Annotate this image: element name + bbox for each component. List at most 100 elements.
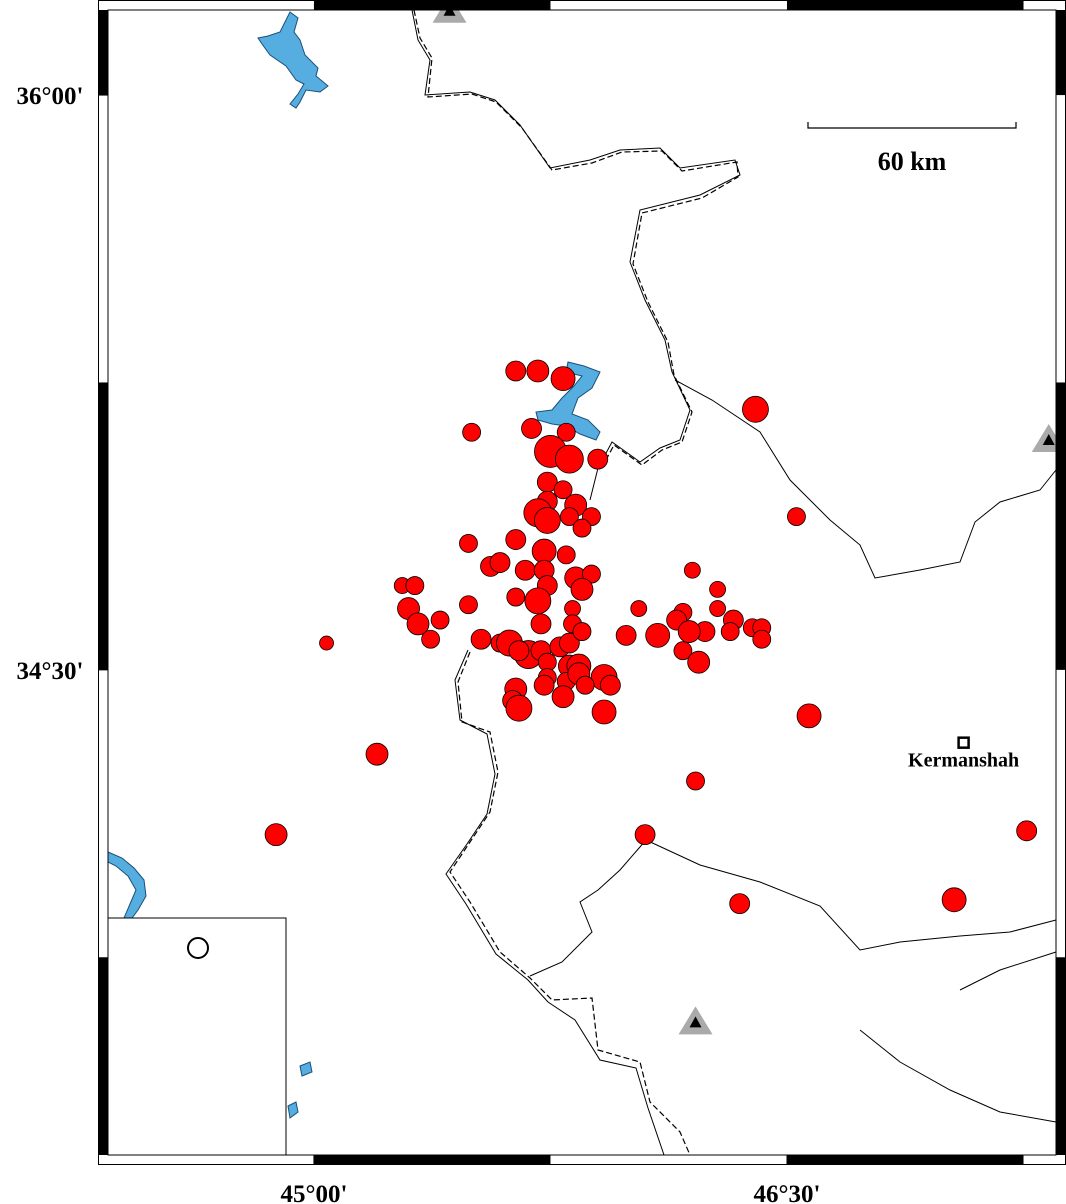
event: [570, 577, 594, 601]
event: [526, 359, 550, 383]
frame-bar: [313, 0, 551, 10]
frame-bar: [313, 1155, 551, 1165]
border: [529, 839, 647, 977]
border: [959, 951, 1057, 991]
frame-bar: [786, 0, 1024, 10]
event: [505, 360, 527, 382]
event: [787, 507, 806, 526]
lake: [287, 1101, 299, 1119]
event: [550, 366, 576, 392]
frame-bar: [98, 10, 108, 96]
event: [531, 538, 557, 564]
border: [859, 1029, 1057, 1123]
legend-circle: [187, 937, 209, 959]
city-marker: [957, 736, 970, 749]
event: [572, 518, 592, 538]
event: [505, 694, 533, 722]
border-dashed: [449, 651, 691, 1156]
border: [445, 649, 665, 1156]
event: [530, 613, 552, 635]
event: [599, 674, 621, 696]
event: [709, 600, 727, 617]
event: [365, 742, 389, 766]
y-tick-label: 36°00': [17, 83, 84, 110]
geography: [107, 9, 1057, 1156]
station-core: [689, 1016, 702, 1028]
event: [459, 534, 478, 553]
event: [556, 422, 576, 442]
event: [505, 529, 527, 550]
frame-bar: [1056, 10, 1066, 96]
event: [575, 675, 595, 695]
event: [470, 628, 492, 650]
event: [430, 610, 450, 630]
scale-bar: 60 km: [807, 122, 1017, 176]
event: [508, 640, 530, 662]
event: [564, 600, 581, 617]
lake: [299, 1061, 313, 1077]
station-core: [1042, 433, 1055, 445]
event: [1016, 820, 1038, 842]
event: [634, 824, 656, 846]
event: [554, 444, 584, 474]
event: [742, 395, 769, 423]
frame-bar: [1056, 957, 1066, 1155]
event: [587, 448, 609, 470]
event: [506, 587, 526, 607]
events: Kermanshah: [264, 0, 1066, 1035]
event: [521, 418, 542, 439]
event: [558, 632, 580, 654]
scale-line: [807, 122, 1017, 129]
event: [796, 703, 822, 729]
event: [524, 587, 552, 615]
event: [405, 576, 425, 595]
event: [462, 422, 482, 442]
inset-box: [107, 917, 287, 1156]
event: [630, 600, 648, 617]
border: [411, 9, 741, 501]
event: [683, 561, 701, 579]
event: [533, 507, 561, 534]
frame-bar: [1056, 382, 1066, 670]
event: [459, 595, 478, 615]
border: [674, 379, 1057, 579]
event: [556, 545, 576, 565]
event: [553, 480, 573, 500]
event: [709, 580, 727, 598]
event: [645, 622, 671, 648]
frame-bar: [98, 957, 108, 1155]
frame-bar: [98, 382, 108, 670]
event: [264, 823, 288, 847]
border: [645, 839, 1057, 951]
y-tick-label: 34°30': [17, 658, 84, 685]
event: [533, 674, 555, 696]
event: [319, 635, 334, 651]
event: [489, 552, 511, 573]
event: [406, 612, 430, 636]
event: [752, 629, 772, 649]
event: [514, 559, 536, 581]
border-dashed: [413, 9, 739, 472]
event: [551, 685, 575, 709]
event: [615, 624, 637, 646]
city-label: Kermanshah: [908, 750, 1019, 772]
frame-bar: [786, 1155, 1024, 1165]
event: [591, 699, 617, 725]
event: [720, 622, 740, 641]
x-tick-label: 46°30': [754, 1181, 821, 1204]
event: [941, 887, 967, 913]
scale-label: 60 km: [878, 147, 947, 176]
event: [687, 650, 711, 674]
event: [673, 641, 693, 661]
event: [559, 507, 579, 526]
event: [421, 629, 441, 649]
lake: [257, 11, 329, 109]
event: [677, 620, 701, 643]
event: [729, 893, 751, 915]
event: [572, 622, 592, 641]
x-tick-label: 45°00': [280, 1181, 347, 1204]
event: [686, 771, 705, 791]
river: [107, 851, 147, 919]
